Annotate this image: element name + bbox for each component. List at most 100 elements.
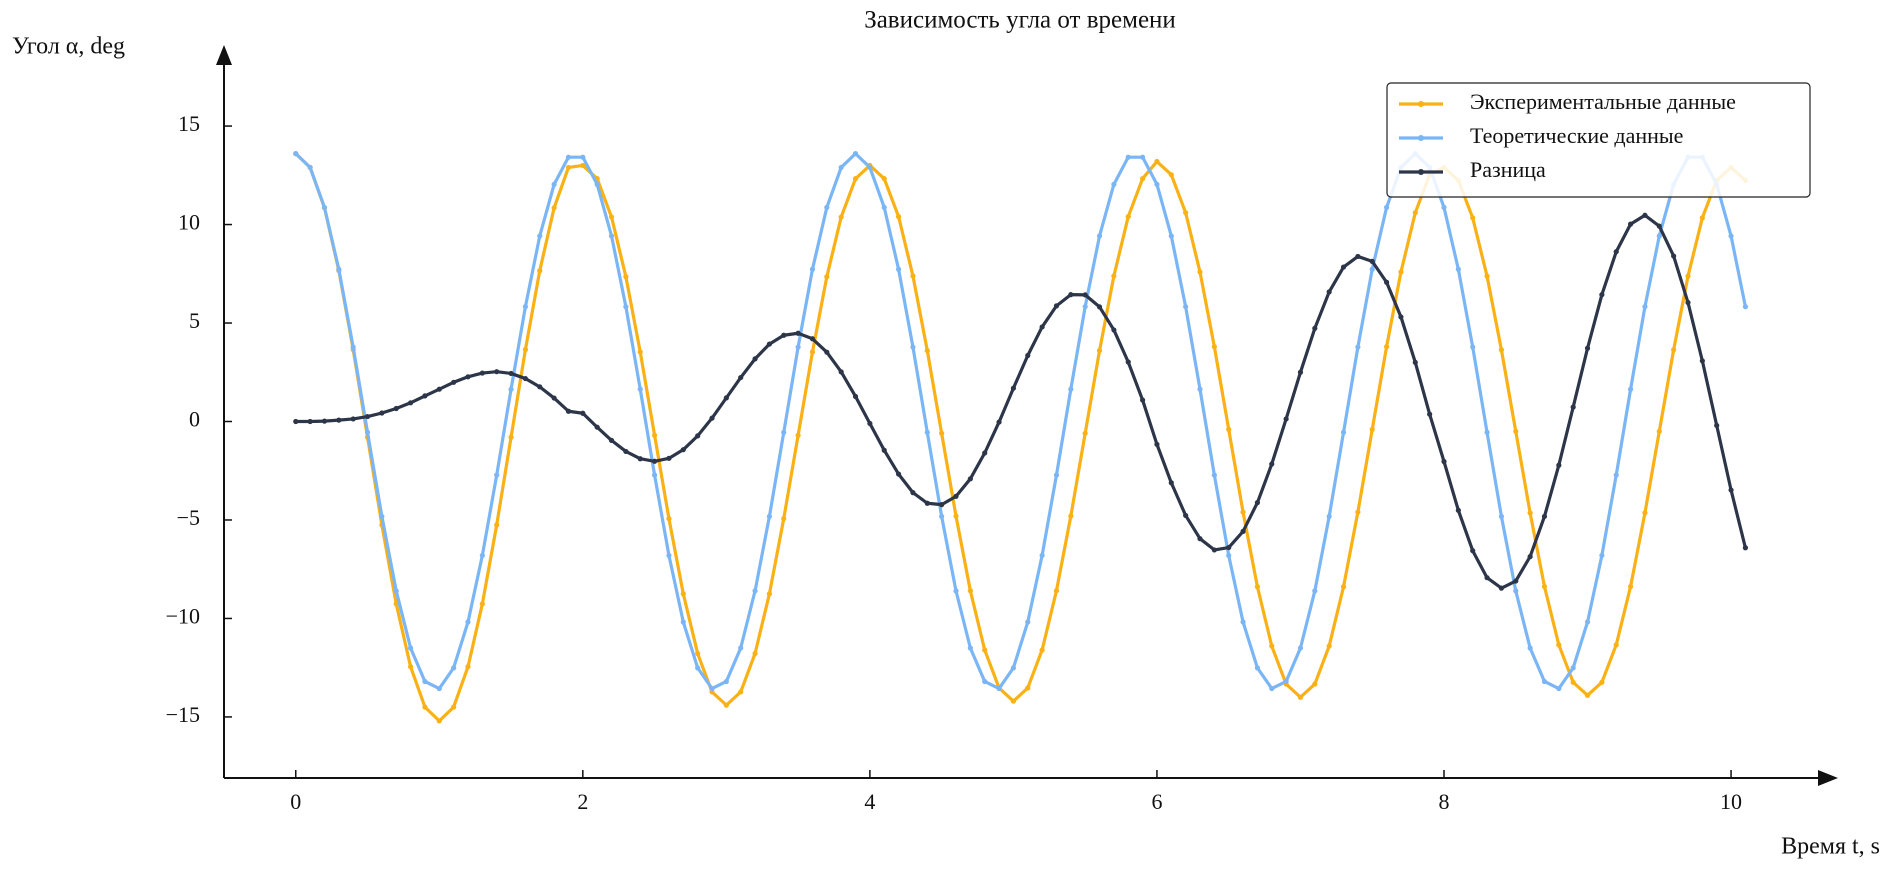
- data-point: [1025, 685, 1031, 691]
- data-point: [1355, 509, 1361, 515]
- data-point: [293, 151, 299, 157]
- data-point: [465, 664, 471, 670]
- data-point: [494, 472, 500, 478]
- data-point: [1642, 510, 1648, 516]
- data-point: [1513, 428, 1519, 434]
- data-point: [1154, 181, 1160, 187]
- data-point: [752, 588, 758, 594]
- data-point: [1671, 347, 1677, 353]
- data-point: [1269, 643, 1275, 649]
- data-point: [895, 471, 902, 477]
- y-tick-label: 5: [189, 308, 200, 333]
- data-point: [1082, 292, 1088, 298]
- data-point: [766, 513, 773, 520]
- data-point: [895, 266, 902, 272]
- data-point: [895, 214, 902, 220]
- data-point: [1671, 253, 1677, 259]
- data-point: [465, 374, 471, 380]
- data-point: [982, 647, 988, 653]
- data-point: [680, 591, 686, 597]
- data-point: [1183, 304, 1189, 310]
- data-point: [1340, 584, 1347, 590]
- data-point: [1369, 266, 1375, 272]
- legend-label: Теоретические данные: [1470, 123, 1683, 148]
- data-point: [1383, 344, 1390, 350]
- data-point: [680, 447, 686, 453]
- data-point: [1541, 678, 1548, 685]
- data-point: [379, 410, 385, 416]
- data-point: [451, 379, 457, 385]
- data-point: [752, 356, 758, 362]
- data-point: [594, 424, 600, 430]
- data-point: [1355, 344, 1361, 350]
- data-point: [967, 588, 973, 594]
- data-point: [781, 332, 787, 338]
- data-point: [436, 718, 442, 724]
- data-point: [1556, 462, 1562, 468]
- data-point: [1427, 411, 1433, 417]
- data-point: [1484, 273, 1490, 279]
- data-point: [1527, 510, 1533, 516]
- data-point: [1398, 269, 1404, 275]
- data-point: [1455, 266, 1461, 272]
- data-point: [1369, 258, 1375, 264]
- data-point: [1068, 386, 1074, 392]
- data-point: [1699, 358, 1705, 364]
- data-point: [1484, 575, 1490, 581]
- legend-marker: [1418, 101, 1424, 107]
- data-point: [809, 336, 816, 342]
- data-point: [953, 588, 959, 594]
- data-point: [1025, 619, 1031, 625]
- data-point: [1470, 548, 1476, 554]
- data-point: [1053, 303, 1060, 309]
- data-point: [1599, 292, 1605, 298]
- series-line: [294, 152, 1747, 691]
- data-point: [1513, 578, 1519, 584]
- data-point: [1068, 513, 1074, 519]
- data-point: [967, 645, 973, 651]
- data-point: [1312, 325, 1318, 331]
- data-point: [551, 395, 557, 401]
- data-point: [1082, 304, 1088, 310]
- data-point: [852, 151, 859, 157]
- data-point: [1685, 299, 1691, 306]
- data-point: [1627, 386, 1634, 392]
- data-point: [508, 434, 514, 440]
- data-point: [1584, 345, 1591, 351]
- data-point: [1082, 430, 1088, 436]
- data-point: [1355, 253, 1361, 260]
- data-point: [1656, 223, 1662, 229]
- data-point: [1498, 347, 1505, 353]
- data-point: [565, 154, 572, 160]
- data-point: [1470, 215, 1476, 221]
- data-point: [910, 273, 916, 279]
- legend-box: [1386, 82, 1811, 198]
- data-point: [982, 678, 988, 685]
- data-point: [1283, 678, 1289, 685]
- data-point: [695, 665, 701, 671]
- data-point: [350, 344, 356, 350]
- data-point: [451, 704, 457, 710]
- data-point: [1656, 233, 1662, 239]
- data-point: [1340, 429, 1347, 435]
- data-point: [809, 266, 816, 272]
- data-point: [1340, 264, 1347, 270]
- x-tick-label: 4: [864, 789, 875, 814]
- legend-marker: [1418, 169, 1424, 175]
- data-point: [1254, 584, 1261, 590]
- data-point: [1211, 472, 1217, 478]
- data-point: [1283, 416, 1289, 422]
- data-point: [1455, 507, 1461, 513]
- data-point: [537, 233, 543, 239]
- data-point: [465, 619, 471, 625]
- data-point: [1254, 665, 1261, 671]
- data-point: [1613, 472, 1619, 478]
- data-point: [350, 416, 356, 422]
- data-point: [1728, 487, 1734, 493]
- data-point: [996, 685, 1002, 692]
- data-point: [1312, 681, 1318, 687]
- data-point: [1211, 344, 1217, 350]
- data-point: [1053, 472, 1060, 478]
- data-point: [1412, 359, 1418, 366]
- data-point: [293, 418, 299, 425]
